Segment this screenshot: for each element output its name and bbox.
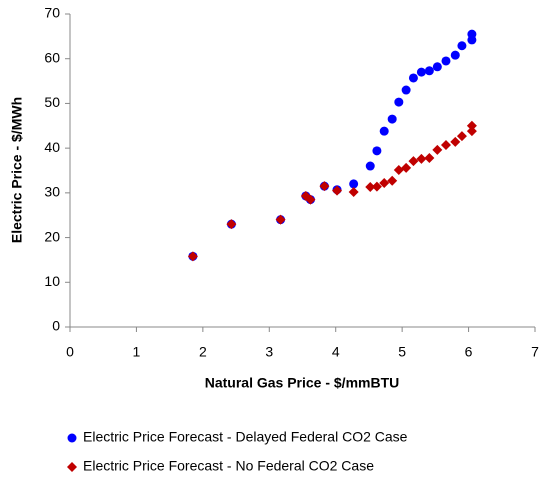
x-tick-label: 2	[199, 344, 207, 360]
point	[348, 186, 359, 197]
legend-label: Electric Price Forecast - No Federal CO2…	[83, 458, 374, 474]
y-tick-label: 60	[44, 49, 60, 65]
point	[226, 219, 237, 230]
point	[319, 181, 330, 192]
point	[424, 66, 434, 76]
x-tick-label: 6	[465, 344, 473, 360]
point	[416, 67, 426, 77]
point	[379, 126, 389, 136]
point	[466, 120, 477, 131]
y-tick-label: 20	[44, 228, 60, 244]
point	[441, 56, 451, 66]
point	[432, 144, 443, 155]
point	[408, 73, 418, 83]
point	[394, 97, 404, 107]
point	[432, 62, 442, 72]
point	[393, 165, 404, 176]
y-axis-title: Electric Price - $/MWh	[9, 97, 25, 243]
point	[467, 29, 477, 39]
point	[305, 194, 316, 205]
point	[457, 41, 467, 51]
legend-label: Electric Price Forecast - Delayed Federa…	[83, 429, 408, 445]
point	[372, 146, 382, 156]
point	[401, 85, 411, 95]
x-tick-label: 5	[398, 344, 406, 360]
point	[440, 140, 451, 151]
point	[424, 152, 435, 163]
point	[408, 156, 419, 167]
y-tick-label: 40	[44, 139, 60, 155]
point	[365, 182, 376, 193]
point	[365, 161, 375, 171]
x-tick-label: 3	[265, 344, 273, 360]
x-axis-title: Natural Gas Price - $/mmBTU	[205, 375, 400, 391]
point	[401, 162, 412, 173]
point	[450, 136, 461, 147]
legend-marker	[67, 433, 77, 443]
x-tick-label: 0	[66, 344, 74, 360]
point	[416, 153, 427, 164]
x-tick-label: 1	[133, 344, 141, 360]
point	[456, 131, 467, 142]
y-tick-label: 70	[44, 5, 60, 21]
point	[466, 126, 477, 137]
y-tick-label: 10	[44, 273, 60, 289]
point	[387, 175, 398, 186]
y-tick-label: 30	[44, 184, 60, 200]
point	[450, 50, 460, 60]
y-tick-label: 50	[44, 94, 60, 110]
x-tick-label: 4	[332, 344, 340, 360]
legend-marker	[67, 462, 77, 472]
point	[371, 181, 382, 192]
point	[187, 251, 198, 262]
point	[332, 185, 343, 196]
point	[387, 114, 397, 124]
x-tick-label: 7	[531, 344, 539, 360]
point	[275, 214, 286, 225]
y-tick-label: 0	[52, 318, 60, 334]
point	[349, 179, 359, 189]
point	[379, 178, 390, 189]
